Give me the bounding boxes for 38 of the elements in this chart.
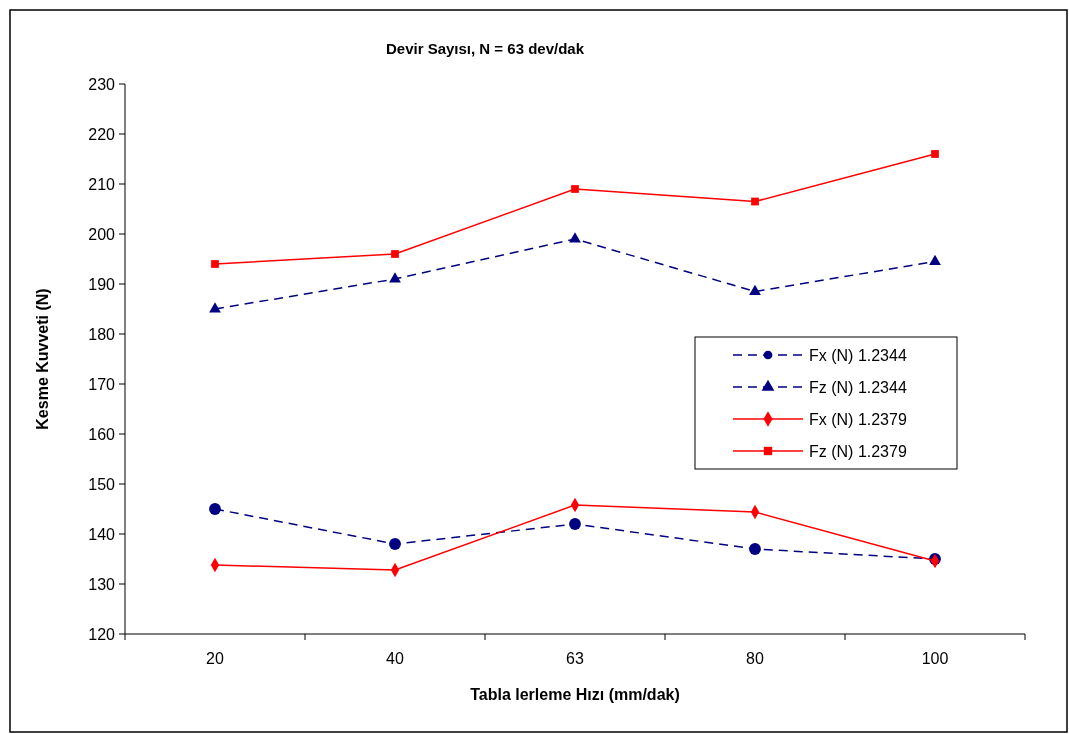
y-tick-label: 120 (88, 625, 116, 643)
point (211, 260, 219, 268)
y-tick-label: 130 (88, 575, 116, 593)
y-tick-label: 170 (88, 375, 116, 393)
x-tick-label: 20 (206, 650, 224, 667)
point (751, 197, 759, 206)
point (209, 302, 221, 313)
point (389, 272, 401, 283)
point (209, 503, 221, 515)
chart-title: Devir Sayısı, N = 63 dev/dak (385, 40, 585, 57)
point (569, 518, 581, 530)
point (749, 284, 761, 295)
point (569, 232, 581, 243)
point (571, 185, 579, 193)
legend-label: Fz (N) 1.2379 (809, 442, 907, 460)
x-tick-label: 80 (746, 650, 764, 667)
x-tick-label: 63 (566, 650, 584, 667)
y-tick-label: 220 (88, 125, 116, 143)
legend-label: Fx (N) 1.2379 (809, 410, 907, 428)
y-tick-label: 180 (88, 325, 116, 343)
x-tick-label: 100 (921, 650, 949, 667)
point (931, 150, 939, 158)
point (749, 543, 761, 555)
y-tick-label: 210 (88, 175, 116, 193)
x-tick-label: 40 (386, 650, 404, 667)
legend-label: Fx (N) 1.2344 (809, 346, 907, 364)
point (389, 538, 401, 550)
y-tick-label: 190 (88, 275, 116, 293)
point (929, 254, 941, 265)
y-tick-label: 160 (88, 425, 116, 443)
y-tick-label: 140 (88, 525, 116, 543)
y-tick-label: 150 (88, 475, 116, 493)
y-tick-label: 230 (88, 75, 116, 93)
y-axis-title: Kesme Kuvveti (N) (34, 288, 51, 430)
x-axis-title: Tabla lerleme Hızı (mm/dak) (470, 686, 680, 703)
y-tick-label: 200 (88, 225, 116, 243)
point (391, 250, 399, 258)
legend-label: Fz (N) 1.2344 (809, 378, 907, 396)
